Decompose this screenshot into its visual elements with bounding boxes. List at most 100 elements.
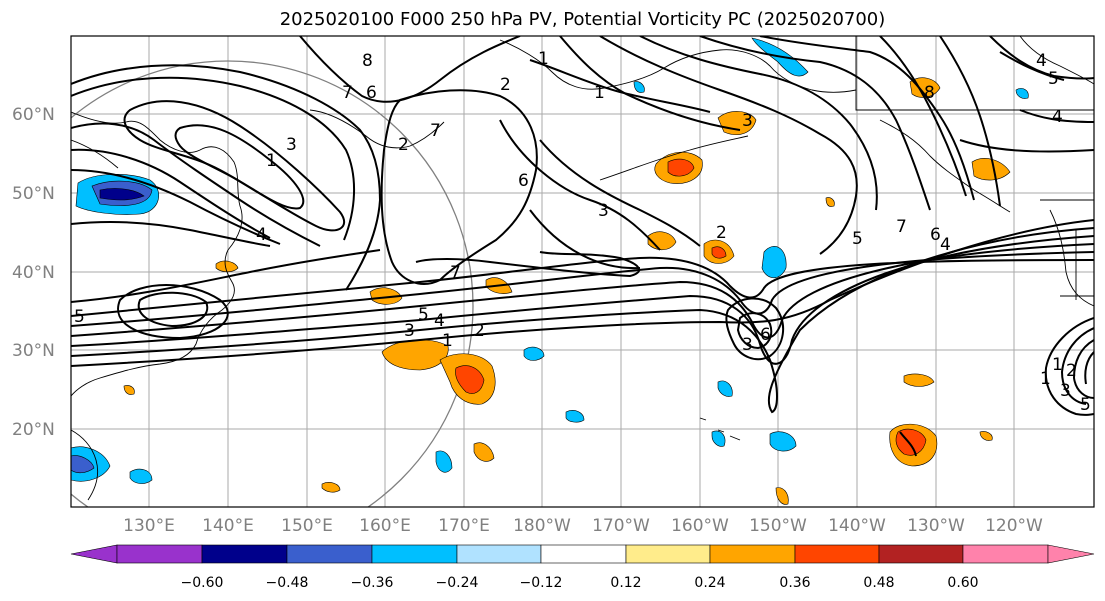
lon-label: 170°E [438, 516, 490, 536]
pv-contour-line [71, 251, 1094, 327]
lon-label: 130°E [123, 516, 175, 536]
pv-contour-line [71, 219, 1094, 367]
contour-labels: 8 7 6 1 1 2 3 7 2 8 4 5 4 3 1 7 6 3 5 7 … [74, 49, 1091, 415]
contour-label: 5 [1048, 69, 1059, 89]
pv-strong-positive-patch [711, 246, 727, 259]
pv-contour-line [71, 249, 381, 303]
pv-positive-patch [321, 482, 341, 493]
pv-contour-line [939, 36, 1001, 207]
contour-label: 7 [342, 83, 353, 103]
contour-label: 2 [1066, 361, 1077, 381]
colorbar-tick-label: 0.60 [947, 575, 978, 591]
pv-contour-line [959, 139, 1094, 153]
contour-label: 3 [1060, 381, 1071, 401]
contour-label: 5 [74, 307, 85, 327]
lat-label-20n: 20°N [12, 420, 55, 440]
colorbar [70, 544, 1095, 564]
colorbar-segment [201, 544, 288, 564]
contour-label: 5 [1080, 395, 1091, 415]
contour-label: 7 [430, 121, 441, 141]
lon-label: 150°E [281, 516, 333, 536]
pv-contour-line [137, 291, 209, 328]
pv-strong-positive-patch [667, 158, 695, 177]
lat-label-50n: 50°N [12, 184, 55, 204]
coastline [1060, 230, 1094, 300]
coastline [71, 111, 243, 397]
pv-contours [71, 36, 1094, 457]
contour-label: 7 [896, 217, 907, 237]
colorbar-tick-label: −0.36 [351, 575, 394, 591]
lon-label: 140°E [202, 516, 254, 536]
contour-label: 8 [924, 83, 935, 103]
colorbar-tick-label: −0.12 [520, 575, 563, 591]
pv-negative-patch [769, 431, 797, 452]
pv-contour-line [71, 221, 271, 247]
pv-contour-line [71, 169, 281, 245]
contour-label: 1 [594, 83, 605, 103]
pv-positive-patch [381, 339, 449, 371]
coastline [1019, 36, 1094, 85]
colorbar-labels: −0.60 −0.48 −0.36 −0.24 −0.12 0.12 0.24 … [181, 575, 979, 591]
pv-contour-line [71, 235, 1094, 365]
pv-strong-positive-patch [455, 365, 485, 394]
pv-contour-line [736, 312, 773, 350]
longitude-labels: 130°E 140°E 150°E 160°E 170°E 180°W 170°… [123, 516, 1043, 536]
coastline [309, 109, 445, 149]
contour-label: 4 [434, 311, 445, 331]
coastline [855, 36, 1094, 111]
contour-label: 4 [256, 225, 267, 245]
pv-negative-patch [761, 246, 787, 279]
pv-contour-line [725, 297, 785, 361]
colorbar-segment [709, 544, 796, 564]
lat-label-40n: 40°N [12, 263, 55, 283]
latitude-labels: 60°N 50°N 40°N 30°N 20°N [12, 105, 55, 440]
colorbar-tick-label: −0.48 [266, 575, 309, 591]
contour-label: 2 [398, 135, 409, 155]
colorbar-segment [371, 544, 458, 564]
pv-positive-patch [903, 373, 935, 387]
range-circle [71, 60, 474, 507]
contour-label: 7 [450, 263, 461, 283]
lon-label: 160°W [671, 516, 729, 536]
pv-contour-line [999, 51, 1065, 81]
pv-contour-line [539, 139, 701, 247]
pv-contour-line [559, 36, 741, 131]
pv-contour-line [71, 76, 355, 241]
pv-contour-line [1084, 351, 1094, 385]
colorbar-tick-label: −0.24 [436, 575, 479, 591]
lon-label: 170°W [592, 516, 650, 536]
coastline [71, 139, 119, 169]
colorbar-segment [286, 544, 373, 564]
lon-label: 130°W [907, 516, 965, 536]
pv-negative-patch [435, 450, 453, 473]
contour-label: 4 [1052, 107, 1063, 127]
lon-label: 180°W [513, 516, 571, 536]
pv-contour-line [380, 89, 538, 285]
pv-contour-line [759, 36, 975, 201]
coastline [1049, 209, 1094, 307]
coastline [499, 39, 857, 93]
lon-label: 120°W [985, 516, 1043, 536]
contour-label: 3 [742, 111, 753, 131]
contour-label: 6 [760, 325, 771, 345]
contour-label: 6 [930, 225, 941, 245]
pv-contour-line [71, 122, 321, 247]
colorbar-segment [962, 544, 1049, 564]
pv-anomaly-fills [71, 37, 1029, 505]
pv-core-negative-patch [99, 188, 145, 201]
lon-label: 150°W [749, 516, 807, 536]
pv-positive-patch [473, 442, 495, 462]
pv-positive-patch [123, 385, 135, 395]
contour-label: 3 [598, 201, 609, 221]
pv-positive-patch [909, 77, 941, 98]
pv-contour-line [529, 209, 641, 270]
pv-contour-line [1019, 109, 1094, 123]
pv-positive-patch [825, 197, 835, 207]
colorbar-segment [456, 544, 542, 564]
contour-label: 4 [1036, 51, 1047, 71]
coastline [599, 135, 749, 181]
contour-label: 1 [442, 331, 453, 351]
pv-contour-line [71, 64, 382, 291]
colorbar-segment [794, 544, 880, 564]
